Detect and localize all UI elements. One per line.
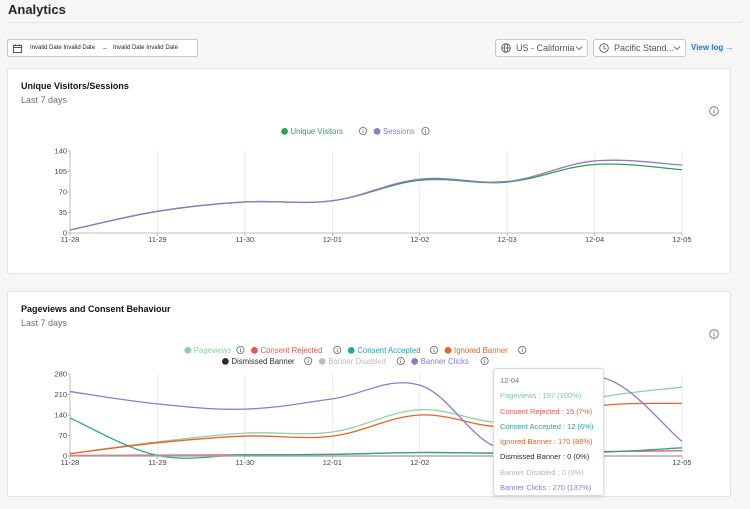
x-tick-label: 12-01 <box>323 235 342 244</box>
info-icon[interactable] <box>709 106 719 116</box>
y-tick-label: 140 <box>54 411 67 420</box>
title-divider <box>8 22 742 23</box>
view-log-link[interactable]: View log → <box>691 43 734 52</box>
legend-marker <box>444 347 452 354</box>
x-tick-label: 12-05 <box>672 235 691 244</box>
tooltip-date: 12-04 <box>500 376 520 385</box>
tooltip-line-dismissed-banner: Dismissed Banner : 0 (0%) <box>500 452 590 462</box>
region-value: US - California <box>516 43 575 53</box>
date-range-picker[interactable]: Invalid Date Invalid Date – Invalid Date… <box>7 39 198 57</box>
legend-item-consent-accepted[interactable]: Consent Accepted <box>347 346 421 355</box>
card-subtitle: Last 7 days <box>21 95 68 105</box>
y-tick-label: 70 <box>59 188 67 197</box>
legend-item-consent-rejected[interactable]: Consent Rejected <box>251 346 322 355</box>
legend-label: Banner Disabled <box>328 357 386 366</box>
legend-label: Dismissed Banner <box>231 357 295 366</box>
legend-marker <box>318 358 326 365</box>
y-tick-label: 70 <box>59 431 67 440</box>
card-subtitle: Last 7 days <box>21 318 68 328</box>
tooltip-line-ignored-banner: Ignored Banner : 170 (86%) <box>500 437 593 447</box>
info-icon[interactable] <box>304 357 313 365</box>
x-tick-label: 12-02 <box>410 235 429 244</box>
legend-item-ignored-banner[interactable]: Ignored Banner <box>444 346 509 355</box>
globe-icon <box>501 43 511 53</box>
x-tick-label: 11-28 <box>61 235 80 244</box>
y-tick-label: 140 <box>54 147 67 156</box>
info-icon[interactable] <box>430 346 439 354</box>
x-tick-label: 12-04 <box>585 235 604 244</box>
info-icon[interactable] <box>396 357 405 365</box>
x-tick-label: 11-29 <box>148 458 167 467</box>
legend-item-dismissed-banner[interactable]: Dismissed Banner <box>222 357 295 366</box>
legend-item-unique-visitors[interactable]: Unique Visitors <box>281 127 343 136</box>
tooltip-line-banner-clicks: Banner Clicks : 270 (137%) <box>500 483 592 493</box>
y-tick-label: 210 <box>54 390 67 399</box>
y-tick-label: 280 <box>54 370 67 379</box>
calendar-icon <box>13 43 22 53</box>
info-icon[interactable] <box>359 127 368 135</box>
legend-label: Unique Visitors <box>291 127 343 136</box>
x-tick-label: 12-05 <box>672 458 691 467</box>
x-tick-label: 12-01 <box>323 458 342 467</box>
legend-marker <box>347 347 355 354</box>
y-tick-label: 0 <box>63 452 67 461</box>
pageviews-consent-card: Pageviews and Consent Behaviour Last 7 d… <box>7 291 731 497</box>
legend-item-banner-disabled[interactable]: Banner Disabled <box>318 357 386 366</box>
region-select[interactable]: US - California <box>495 39 588 57</box>
chart-tooltip: 12-04 Pageviews : 197 (100%) Consent Rej… <box>493 368 604 496</box>
legend-marker <box>281 127 288 135</box>
legend-label: Banner Clicks <box>421 357 469 366</box>
legend-marker <box>411 358 419 365</box>
x-tick-label: 12-02 <box>410 458 429 467</box>
x-tick-label: 11-28 <box>61 458 80 467</box>
legend-label: Ignored Banner <box>454 346 508 355</box>
visitors-sessions-card: Unique Visitors/Sessions Last 7 days <box>7 68 731 274</box>
legend-item-pageviews[interactable]: Pageviews <box>184 346 232 355</box>
x-tick-label: 11-30 <box>236 235 255 244</box>
legend-item-banner-clicks[interactable]: Banner Clicks <box>411 357 469 366</box>
legend-marker <box>184 347 192 354</box>
x-tick-label: 12-03 <box>498 235 517 244</box>
y-tick-label: 0 <box>63 229 67 238</box>
legend-item-sessions[interactable]: Sessions <box>373 127 415 136</box>
page-title: Analytics <box>8 2 66 17</box>
card-title: Pageviews and Consent Behaviour <box>21 304 171 314</box>
legend-label: Consent Rejected <box>260 346 322 355</box>
info-icon[interactable] <box>480 357 489 365</box>
timezone-select[interactable]: Pacific Stand... <box>593 39 686 57</box>
legend-marker <box>222 358 229 365</box>
legend-label: Pageviews <box>194 346 232 355</box>
tooltip-line-consent-accepted: Consent Accepted : 12 (6%) <box>500 421 594 431</box>
x-tick-label: 11-30 <box>236 458 255 467</box>
x-tick-label: 11-29 <box>148 235 167 244</box>
legend-label: Sessions <box>383 127 415 136</box>
legend-marker <box>251 347 258 354</box>
timezone-value: Pacific Stand... <box>614 43 675 53</box>
info-icon[interactable] <box>333 346 342 354</box>
tooltip-line-pageviews: Pageviews : 197 (100%) <box>500 391 582 401</box>
clock-icon <box>599 43 609 53</box>
tooltip-line-banner-disabled: Banner Disabled : 0 (0%) <box>500 467 584 477</box>
info-icon[interactable] <box>709 329 719 339</box>
y-tick-label: 35 <box>59 208 67 217</box>
date-from[interactable]: Invalid Date Invalid Date <box>30 45 96 51</box>
date-to[interactable]: Invalid Date Invalid Date <box>112 45 178 51</box>
info-icon[interactable] <box>236 346 245 354</box>
tooltip-line-consent-rejected: Consent Rejected : 15 (7%) <box>500 406 593 416</box>
info-icon[interactable] <box>421 127 430 135</box>
info-icon[interactable] <box>518 346 527 354</box>
card-title: Unique Visitors/Sessions <box>21 81 129 91</box>
chevron-down-icon <box>575 46 583 51</box>
series-line-sessions[interactable] <box>69 159 683 231</box>
chevron-down-icon <box>673 46 681 51</box>
date-separator: – <box>103 44 107 52</box>
y-tick-label: 105 <box>54 167 67 176</box>
legend-marker <box>373 127 381 135</box>
legend-label: Consent Accepted <box>357 346 420 355</box>
